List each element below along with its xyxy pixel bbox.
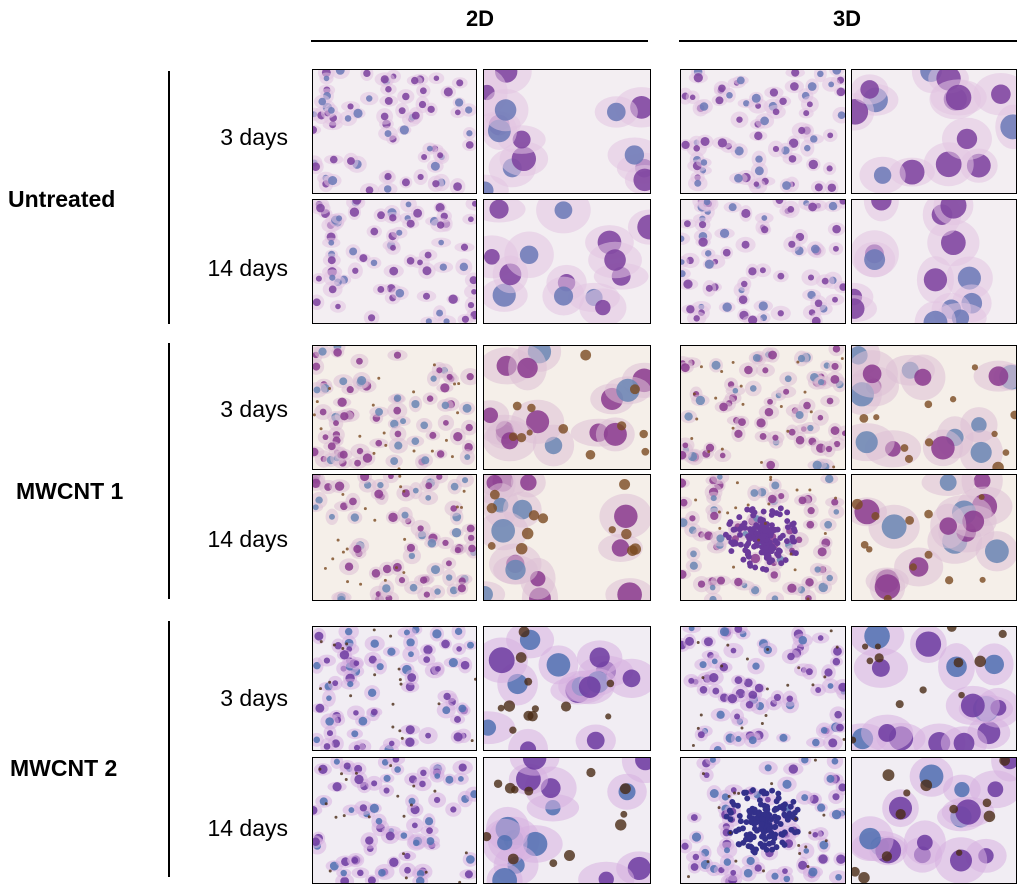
micrograph-panel xyxy=(483,757,651,884)
micrograph-panel xyxy=(851,69,1017,194)
micrograph-panel xyxy=(851,757,1017,884)
row-label-mwcnt2-3days: 3 days xyxy=(220,685,288,711)
micrograph-panel xyxy=(680,626,846,751)
micrograph-panel xyxy=(851,474,1017,601)
micrograph-panel xyxy=(680,199,846,324)
group-label-untreated: Untreated xyxy=(8,186,116,212)
row-label-mwcnt2-14days: 14 days xyxy=(207,815,288,841)
micrograph-panel xyxy=(483,199,651,324)
column-header-2d: 2D xyxy=(465,6,495,31)
row-label-mwcnt1-14days: 14 days xyxy=(207,526,288,552)
row-label-untreated-14days: 14 days xyxy=(207,255,288,281)
column-divider-3d xyxy=(679,40,1017,42)
row-label-mwcnt1-3days: 3 days xyxy=(220,396,288,422)
micrograph-panel xyxy=(680,757,846,884)
micrograph-panel xyxy=(312,757,477,884)
micrograph-panel xyxy=(483,474,651,601)
micrograph-panel xyxy=(680,474,846,601)
micrograph-panel xyxy=(483,345,651,470)
micrograph-panel xyxy=(851,626,1017,751)
micrograph-panel xyxy=(312,474,477,601)
micrograph-panel xyxy=(680,345,846,470)
micrograph-panel xyxy=(312,199,477,324)
micrograph-panel xyxy=(851,345,1017,470)
micrograph-panel xyxy=(312,69,477,194)
micrograph-panel xyxy=(851,199,1017,324)
micrograph-panel xyxy=(483,69,651,194)
micrograph-panel xyxy=(312,626,477,751)
micrograph-panel xyxy=(312,345,477,470)
group-bracket-untreated xyxy=(168,71,170,324)
column-divider-2d xyxy=(311,40,648,42)
group-label-mwcnt1: MWCNT 1 xyxy=(16,478,124,504)
row-label-untreated-3days: 3 days xyxy=(220,124,288,150)
column-header-3d: 3D xyxy=(832,6,862,31)
micrograph-panel xyxy=(483,626,651,751)
group-label-mwcnt2: MWCNT 2 xyxy=(10,755,118,781)
micrograph-panel xyxy=(680,69,846,194)
group-bracket-mwcnt1 xyxy=(168,343,170,599)
group-bracket-mwcnt2 xyxy=(168,621,170,877)
